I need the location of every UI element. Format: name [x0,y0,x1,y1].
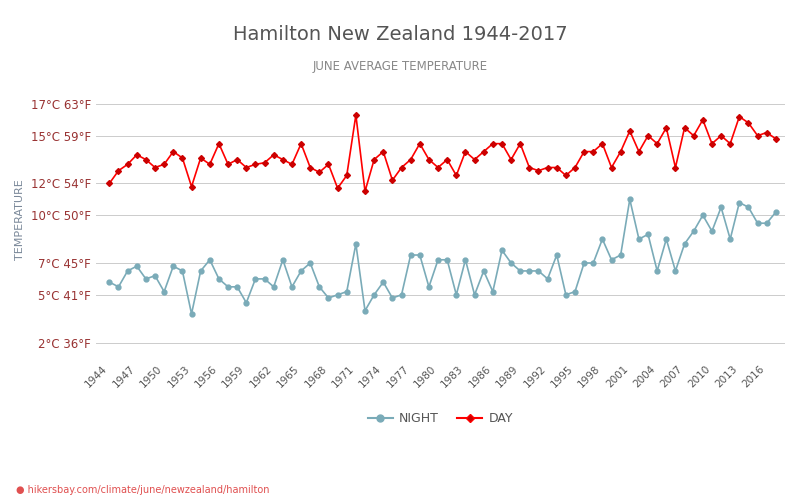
Text: Hamilton New Zealand 1944-2017: Hamilton New Zealand 1944-2017 [233,25,567,44]
Text: JUNE AVERAGE TEMPERATURE: JUNE AVERAGE TEMPERATURE [313,60,487,73]
Y-axis label: TEMPERATURE: TEMPERATURE [15,179,25,260]
Text: ● hikersbay.com/climate/june/newzealand/hamilton: ● hikersbay.com/climate/june/newzealand/… [16,485,270,495]
Legend: NIGHT, DAY: NIGHT, DAY [362,407,518,430]
